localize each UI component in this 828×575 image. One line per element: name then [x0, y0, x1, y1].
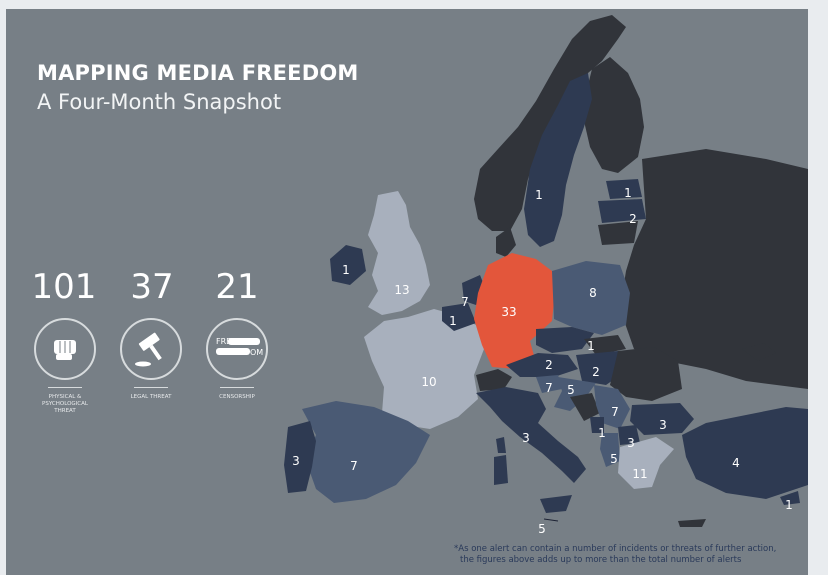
region-uk — [368, 191, 430, 315]
region-corsica — [496, 437, 506, 453]
stat-legal-divider — [134, 387, 168, 388]
stat-censorship-circle: FRE OM — [206, 318, 268, 380]
alert-count-czech-republic: 1 — [587, 339, 595, 353]
region-austria — [506, 353, 578, 377]
alert-count-germany: 33 — [501, 305, 516, 319]
fist-icon — [54, 340, 76, 360]
stat-legal-caption: LEGAL THREAT — [130, 394, 172, 400]
alert-count-montenegro: 1 — [598, 426, 606, 440]
page-title: MAPPING MEDIA FREEDOM — [37, 61, 359, 85]
region-lithuania — [598, 221, 638, 245]
censor-text-bottom: OM — [250, 348, 263, 357]
stat-physical-circle — [34, 318, 96, 380]
alert-count-austria: 2 — [545, 358, 553, 372]
stat-legal-value: 37 — [130, 267, 174, 307]
alert-count-netherlands: 7 — [461, 295, 469, 309]
footnote-line-1: *As one alert can contain a number of in… — [454, 544, 777, 554]
footnote-line-2: the figures above adds up to more than t… — [460, 555, 742, 565]
region-spain — [302, 401, 430, 503]
alert-count-belgium: 1 — [449, 314, 457, 328]
stat-censorship-caption: CENSORSHIP — [219, 394, 255, 400]
censor-text-top: FRE — [216, 337, 231, 346]
region-latvia — [598, 199, 646, 223]
region-crimea — [742, 343, 776, 361]
region-poland — [552, 261, 630, 335]
alert-count-turkey: 4 — [732, 456, 740, 470]
region-czech — [536, 327, 594, 353]
region-france — [364, 309, 484, 429]
region-croatia — [554, 377, 596, 411]
region-bosnia — [570, 393, 600, 421]
alert-count-italy: 3 — [522, 431, 530, 445]
alert-count-hungary: 2 — [592, 365, 600, 379]
region-east — [620, 149, 808, 389]
alert-count-poland: 8 — [589, 286, 597, 300]
malta-pointer — [543, 518, 559, 522]
page-subtitle: A Four-Month Snapshot — [37, 90, 282, 114]
region-montenegro — [590, 417, 604, 433]
stat-physical-value: 101 — [31, 267, 97, 307]
alert-count-malta: 5 — [538, 522, 546, 536]
region-cyprus — [780, 491, 800, 505]
region-slovakia — [584, 335, 626, 355]
infographic-panel: 1 1 2 1 13 7 1 33 8 1 2 2 10 7 5 7 3 3 1 3 5 11 4 1 3 7 5 MAPPING … — [6, 9, 808, 575]
region-turkey — [682, 407, 808, 499]
stat-physical-caption: PHYSICAL & PSYCHOLOGICAL THREAT — [42, 394, 88, 414]
region-romania — [610, 347, 682, 401]
region-sicily — [540, 495, 572, 513]
region-greece — [618, 437, 674, 489]
redacted-text-icon: FRE OM — [216, 337, 263, 357]
region-bulgaria — [630, 403, 694, 435]
alert-count-serbia: 7 — [611, 405, 619, 419]
region-germany — [474, 253, 554, 369]
alert-count-slovenia: 7 — [545, 381, 553, 395]
region-estonia — [606, 179, 642, 199]
stat-censorship-value: 21 — [215, 267, 259, 307]
alert-count-croatia: 5 — [567, 383, 575, 397]
stat-legal-circle — [120, 318, 182, 380]
region-italy — [476, 387, 586, 483]
alert-count-cyprus: 1 — [785, 498, 793, 512]
stat-physical-divider — [48, 387, 82, 388]
stat-censorship-divider — [220, 387, 254, 388]
alert-count-latvia: 2 — [629, 212, 637, 226]
region-north-macedonia — [618, 425, 640, 445]
alert-count-north-macedonia: 3 — [627, 436, 635, 450]
alert-count-united-kingdom: 13 — [394, 283, 409, 297]
alert-count-sweden: 1 — [535, 188, 543, 202]
alert-count-estonia: 1 — [624, 186, 632, 200]
region-crete — [678, 519, 706, 527]
alert-count-albania: 5 — [610, 452, 618, 466]
region-slovenia — [536, 375, 562, 393]
alert-count-bulgaria: 3 — [659, 418, 667, 432]
region-finland — [584, 57, 644, 173]
footnote: *As one alert can contain a number of in… — [454, 544, 776, 566]
region-switzerland — [476, 369, 512, 391]
alert-count-france: 10 — [421, 375, 436, 389]
gavel-icon — [135, 332, 162, 367]
region-sardinia — [494, 455, 508, 485]
alert-count-ireland: 1 — [342, 263, 350, 277]
region-ireland — [330, 245, 366, 285]
alert-count-spain: 7 — [350, 459, 358, 473]
region-albania — [600, 433, 620, 467]
region-belgium — [442, 303, 476, 331]
region-denmark — [496, 227, 516, 257]
alert-count-portugal: 3 — [292, 454, 300, 468]
region-portugal — [284, 421, 316, 493]
alert-count-greece: 11 — [632, 467, 647, 481]
region-sweden — [524, 73, 592, 247]
